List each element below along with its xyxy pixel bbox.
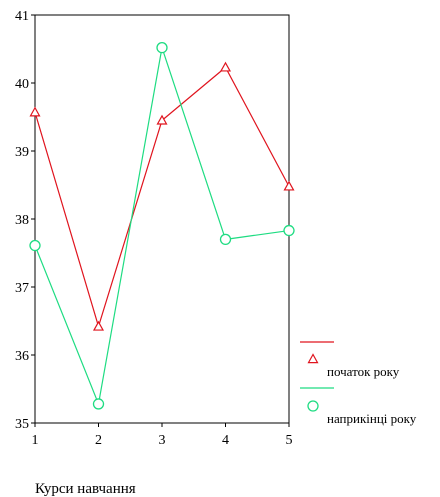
series-line (34, 47, 290, 407)
plot-frame (34, 14, 290, 424)
y-tick-label: 36 (15, 349, 29, 364)
x-axis-label: Курси навчання (35, 481, 136, 497)
x-tick-label: 4 (222, 433, 229, 448)
triangle-marker (29, 106, 41, 117)
x-axis: 1 2 3 4 5 (32, 423, 293, 448)
plot-area-border (34, 14, 290, 424)
y-tick-label: 40 (15, 77, 29, 92)
y-axis: 35 36 37 38 39 40 41 (15, 9, 35, 432)
circle-marker (156, 41, 168, 54)
circle-marker (92, 398, 105, 410)
y-tick-label: 35 (15, 417, 29, 432)
x-tick-label: 5 (286, 433, 293, 448)
legend-item-1: початок року (300, 341, 400, 379)
triangle-marker (92, 320, 105, 331)
series-layer (29, 41, 295, 410)
triangle-marker (156, 114, 168, 125)
y-tick-label: 39 (15, 145, 29, 160)
triangle-marker (283, 180, 295, 191)
legend-triangle-marker (307, 353, 319, 364)
legend-label: початок року (327, 364, 400, 379)
y-tick-label: 41 (15, 9, 29, 24)
triangle-marker (219, 61, 232, 72)
legend: початок року наприкінці року (300, 341, 417, 426)
series-2 (29, 41, 295, 410)
series-line (34, 66, 290, 329)
x-tick-label: 2 (95, 433, 102, 448)
circle-marker (283, 224, 295, 237)
x-tick-label: 3 (159, 433, 166, 448)
y-tick-label: 37 (15, 281, 29, 296)
circle-marker (29, 239, 41, 252)
series-1 (29, 61, 295, 331)
legend-item-2: наприкінці року (300, 387, 417, 426)
circle-marker (219, 233, 232, 246)
legend-label: наприкінці року (327, 411, 417, 426)
legend-circle-marker (307, 400, 319, 412)
y-tick-label: 38 (15, 213, 29, 228)
x-tick-label: 1 (32, 433, 39, 448)
